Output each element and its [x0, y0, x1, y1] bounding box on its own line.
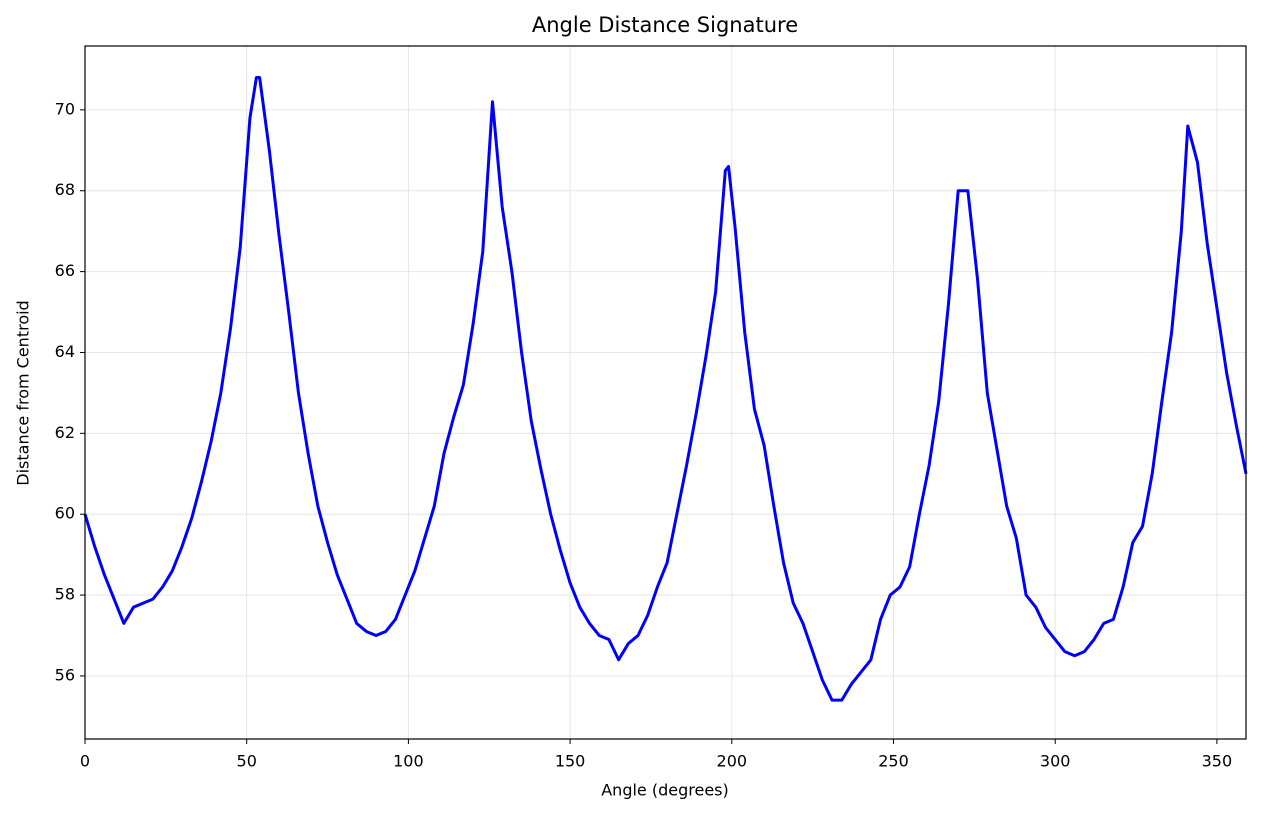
- y-tick-label: 68: [55, 180, 75, 199]
- x-tick-label: 200: [717, 752, 748, 771]
- y-tick-label: 64: [55, 342, 75, 361]
- x-axis-label: Angle (degrees): [601, 781, 729, 800]
- x-tick-label: 350: [1202, 752, 1233, 771]
- x-tick-label: 0: [80, 752, 90, 771]
- x-tick-label: 100: [393, 752, 424, 771]
- y-tick-label: 56: [55, 665, 75, 684]
- y-axis-label: Distance from Centroid: [14, 300, 33, 485]
- y-tick-label: 70: [55, 99, 75, 118]
- x-tick-label: 150: [555, 752, 586, 771]
- plot-frame: [84, 45, 1247, 740]
- y-tick-label: 62: [55, 423, 75, 442]
- y-tick-label: 58: [55, 585, 75, 604]
- line-series: [83, 76, 1248, 702]
- x-tick-label: 50: [237, 752, 257, 771]
- y-tick-label: 66: [55, 261, 75, 280]
- x-tick-label: 300: [1040, 752, 1071, 771]
- chart-title: Angle Distance Signature: [532, 13, 798, 37]
- y-tick-label: 60: [55, 504, 75, 523]
- x-tick-label: 250: [878, 752, 909, 771]
